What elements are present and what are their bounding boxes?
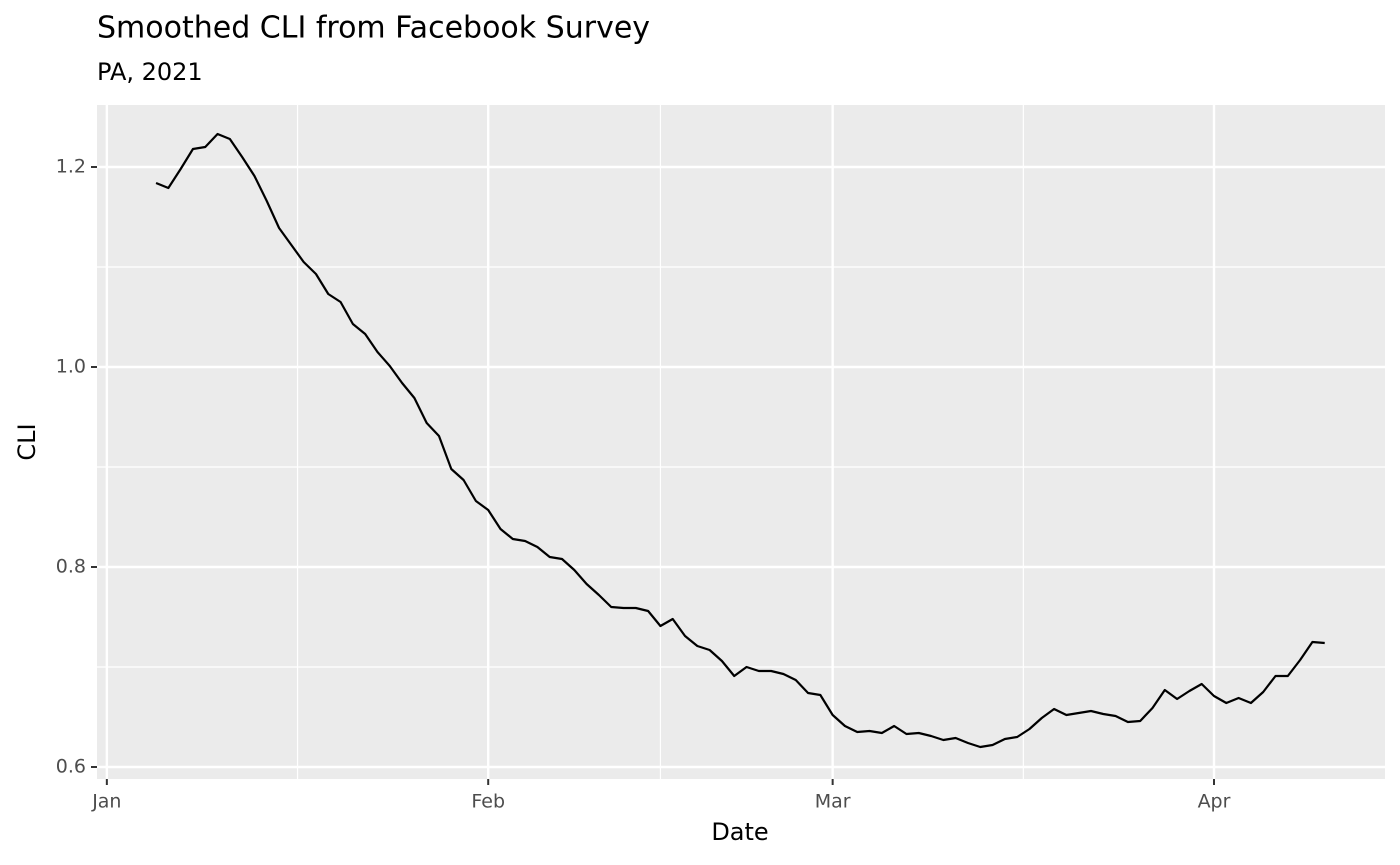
x-tick-label: Jan bbox=[91, 791, 121, 813]
chart-subtitle: PA, 2021 bbox=[97, 58, 203, 86]
x-axis-label: Date bbox=[711, 818, 768, 846]
x-tick-label: Feb bbox=[471, 791, 505, 813]
x-tick-label: Apr bbox=[1198, 791, 1231, 813]
y-tick-label: 1.0 bbox=[56, 356, 86, 378]
panel bbox=[97, 105, 1385, 779]
y-tick-label: 0.6 bbox=[56, 756, 86, 778]
x-tick-label: Mar bbox=[815, 791, 851, 813]
y-tick-label: 1.2 bbox=[56, 156, 86, 178]
line bbox=[155, 132, 1325, 749]
y-tick-label: 0.8 bbox=[56, 556, 86, 578]
y-axis-label: CLI bbox=[13, 423, 41, 460]
chart-title: Smoothed CLI from Facebook Survey bbox=[97, 11, 650, 46]
